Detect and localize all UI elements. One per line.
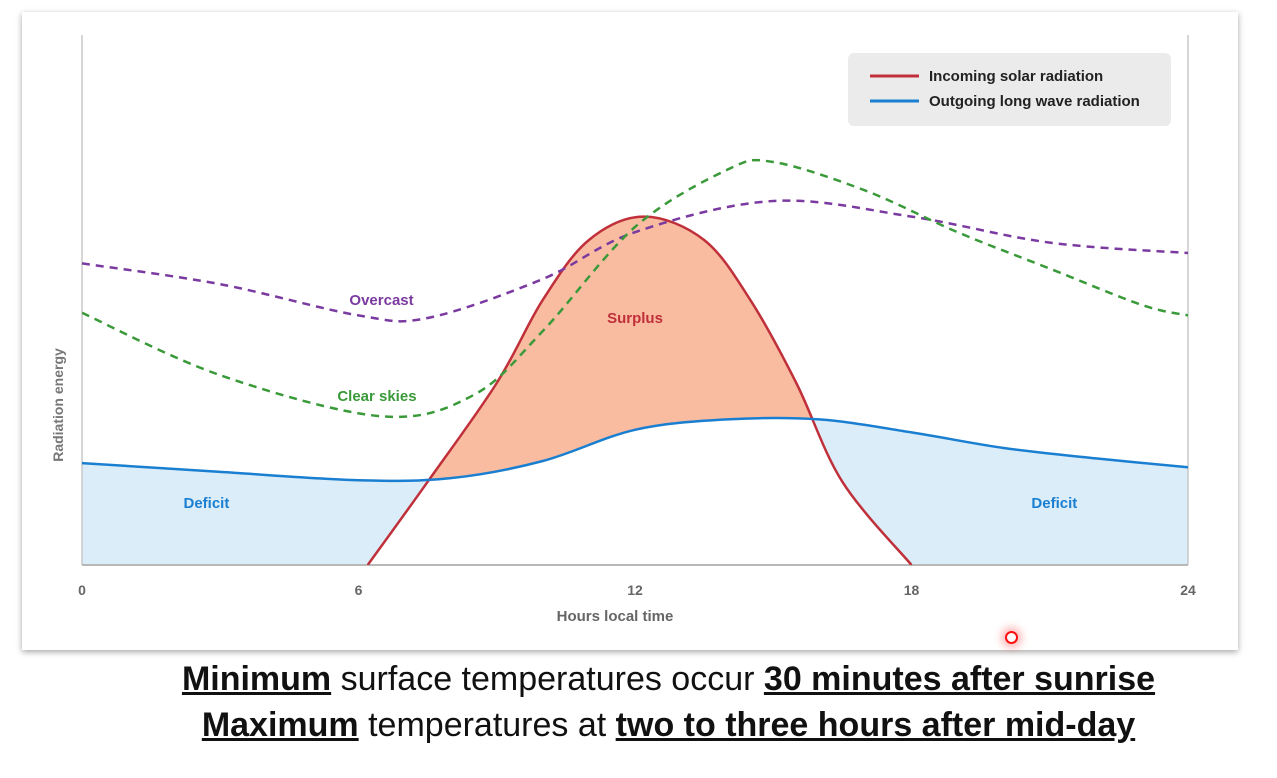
x-tick-label-18: 18: [904, 582, 920, 598]
legend-box: [848, 53, 1171, 126]
x-tick-label-0: 0: [78, 582, 86, 598]
x-tick-label-12: 12: [627, 582, 643, 598]
annotation-deficit-4: Deficit: [1031, 495, 1077, 512]
caption-2-part-1: Maximum: [201, 706, 359, 744]
annotation-overcast-0: Overcast: [349, 292, 413, 309]
longwave-radiation-line: [82, 416, 1188, 483]
annotation-deficit-3: Deficit: [184, 495, 230, 512]
annotation-surplus-2: Surplus: [607, 310, 663, 327]
slide: 0 6 12 18 24 Hours local time Radiation energy…: [22, 12, 1238, 650]
x-tick-label-6: 6: [355, 582, 363, 598]
solar-radiation-line: [366, 215, 913, 565]
radiation-chart: 0 6 12 18 24 Hours local time Radiation energy…: [50, 35, 1196, 625]
caption-2-part-2: temperatures at: [358, 706, 616, 744]
annotation-clear-skies-1: Clear skies: [337, 388, 416, 405]
caption-2-part-3: two to three hours after mid-day: [615, 706, 1136, 744]
x-axis-label: Hours local time: [557, 608, 674, 625]
legend-label-0: Incoming solar radiation: [929, 68, 1103, 85]
overcast-line: [82, 199, 1188, 323]
x-tick-label-24: 24: [1180, 582, 1196, 598]
clear-skies-line: [82, 158, 1188, 419]
legend: Incoming solar radiation Outgoing long wa…: [848, 53, 1171, 126]
caption-1-part-2: surface temperatures occur: [331, 660, 764, 698]
y-axis-label: Radiation energy: [50, 348, 66, 462]
caption-line-2: Maximum temperatures at two to three hou…: [30, 706, 1277, 745]
pointer-cursor-icon: [1005, 631, 1018, 644]
legend-label-1: Outgoing long wave radiation: [929, 93, 1140, 110]
caption-1-part-3: 30 minutes after sunrise: [763, 660, 1156, 698]
caption-line-1: Minimum surface temperatures occur 30 mi…: [30, 660, 1277, 699]
caption-1-part-1: Minimum: [181, 660, 332, 698]
